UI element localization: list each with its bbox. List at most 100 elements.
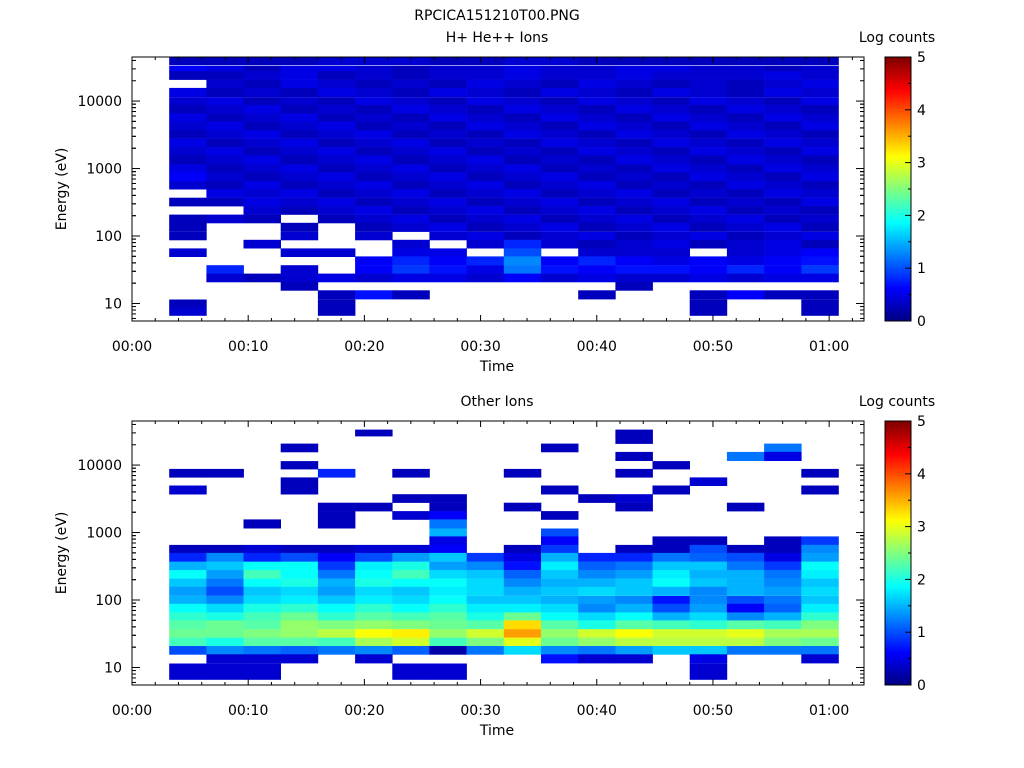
- colorbar-segment: [885, 467, 911, 470]
- heatmap-cell: [764, 130, 802, 139]
- colorbar-segment: [885, 195, 911, 199]
- heatmap-cell: [280, 603, 319, 613]
- heatmap-cell: [392, 273, 430, 283]
- heatmap-cell: [503, 603, 542, 613]
- colorbar-segment: [885, 61, 911, 65]
- heatmap-cell: [726, 172, 765, 182]
- heatmap-cell: [652, 164, 690, 173]
- heatmap-cell: [206, 570, 244, 579]
- heatmap-cell: [317, 511, 356, 520]
- heatmap-cell: [541, 232, 579, 241]
- colorbar-segment: [885, 162, 911, 166]
- heatmap-cell: [541, 629, 579, 638]
- heatmap-cell: [615, 435, 653, 444]
- heatmap-cell: [578, 570, 616, 579]
- colorbar-segment: [885, 81, 911, 84]
- heatmap-cell: [429, 671, 467, 680]
- heatmap-cell: [764, 113, 802, 122]
- heatmap-cell: [206, 586, 244, 596]
- heatmap-cell: [541, 155, 579, 165]
- heatmap-cell: [689, 612, 728, 621]
- heatmap-cell: [615, 214, 653, 224]
- heatmap-cell: [541, 138, 579, 148]
- heatmap-cell: [689, 586, 728, 596]
- colorbar-segment: [885, 654, 911, 657]
- heatmap-cell: [392, 97, 430, 106]
- heatmap-cell: [169, 552, 207, 562]
- heatmap-cell: [466, 637, 505, 647]
- heatmap-cell: [652, 214, 690, 224]
- colorbar-segment: [885, 579, 911, 583]
- heatmap-cell: [541, 620, 579, 630]
- heatmap-cell: [243, 561, 281, 571]
- colorbar-segment: [885, 612, 911, 616]
- colorbar-segment: [885, 90, 911, 93]
- heatmap-cell: [726, 71, 765, 80]
- heatmap-cell: [392, 637, 430, 647]
- heatmap-cell: [503, 552, 542, 562]
- heatmap-cell: [355, 620, 393, 630]
- heatmap-cell: [578, 155, 616, 165]
- colorbar-segment: [885, 575, 911, 578]
- x-tick-label: 01:00: [809, 703, 849, 719]
- heatmap-cell: [615, 155, 653, 165]
- heatmap-cell: [541, 87, 579, 97]
- heatmap-cell: [355, 273, 393, 283]
- heatmap-cell: [615, 578, 653, 588]
- colorbar-segment: [885, 213, 911, 216]
- heatmap-cell: [615, 586, 653, 596]
- heatmap-cell: [578, 71, 616, 80]
- heatmap-cell: [466, 138, 505, 148]
- colorbar-segment: [885, 462, 911, 466]
- heatmap-cell: [206, 629, 244, 638]
- heatmap-cell: [689, 180, 728, 190]
- heatmap-cell: [392, 511, 430, 520]
- heatmap-cell: [541, 214, 579, 224]
- heatmap-cell: [689, 121, 728, 131]
- heatmap-cell: [355, 57, 393, 65]
- heatmap-cell: [764, 603, 802, 613]
- colorbar-segment: [885, 57, 911, 60]
- heatmap-cell: [243, 596, 281, 605]
- heatmap-cell: [764, 65, 802, 73]
- heatmap-cell: [206, 180, 244, 190]
- colorbar-segment: [885, 129, 911, 133]
- colorbar-segment: [885, 123, 911, 126]
- heatmap-cell: [578, 206, 616, 215]
- heatmap-cell: [689, 232, 728, 241]
- heatmap-cell: [280, 222, 319, 232]
- heatmap-cell: [429, 511, 467, 520]
- colorbar-segment: [885, 608, 911, 611]
- heatmap-cell: [689, 307, 728, 316]
- colorbar-segment: [885, 495, 911, 499]
- x-tick-label: 00:00: [112, 703, 152, 719]
- colorbar-segment: [885, 432, 911, 435]
- heatmap-cell: [392, 671, 430, 680]
- heatmap-cell: [801, 155, 839, 165]
- heatmap-cell: [541, 511, 579, 520]
- heatmap-cell: [355, 87, 393, 97]
- heatmap-cell: [541, 121, 579, 131]
- colorbar-segment: [885, 480, 911, 484]
- heatmap-cell: [429, 188, 467, 198]
- heatmap-cell: [355, 71, 393, 80]
- colorbar-segment: [885, 241, 911, 245]
- heatmap-cell: [764, 544, 802, 554]
- colorbar-segment: [885, 427, 911, 431]
- heatmap-cell: [317, 104, 356, 114]
- heatmap-cell: [243, 65, 281, 73]
- heatmap-cell: [801, 299, 839, 308]
- heatmap-cell: [615, 180, 653, 190]
- colorbar-segment: [885, 140, 911, 144]
- y-axis-label: Energy (eV): [54, 512, 70, 595]
- heatmap-cell: [652, 130, 690, 139]
- colorbar-segment: [885, 429, 911, 433]
- heatmap-cell: [206, 172, 244, 182]
- colorbar-segment: [885, 528, 911, 532]
- heatmap-cell: [466, 155, 505, 165]
- heatmap-cell: [243, 273, 281, 283]
- heatmap-cell: [169, 561, 207, 571]
- heatmap-cell: [652, 65, 690, 73]
- colorbar-segment: [885, 645, 911, 649]
- colorbar-segment: [885, 447, 911, 451]
